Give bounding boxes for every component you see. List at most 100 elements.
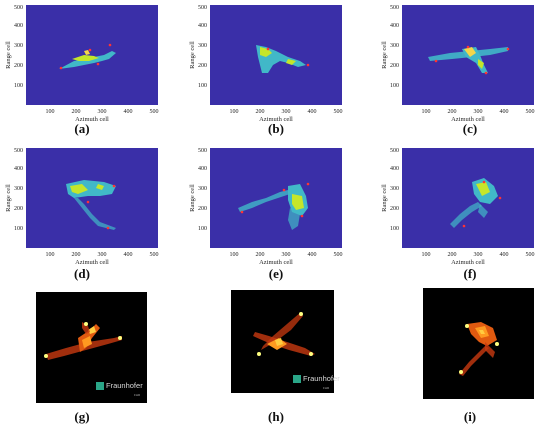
x-tick: 200 [256,109,265,115]
y-tick: 200 [14,206,23,212]
radar-image-f: 500 400 300 200 100 100 200 300 400 500 … [381,148,535,266]
isar-target-g [44,322,122,360]
logo-sub: FHR [134,393,141,397]
y-tick: 100 [390,83,399,89]
x-tick: 400 [124,109,133,115]
panel-d: 500 400 300 200 100 100 200 300 400 500 … [4,146,164,266]
x-tick: 100 [230,109,239,115]
logo-sub: FHR [323,386,330,390]
y-tick: 500 [14,5,23,11]
fraunhofer-logo: Fraunhofer [96,381,143,390]
caption-h: (h) [268,409,284,424]
y-tick: 300 [14,43,23,49]
x-tick: 100 [230,252,239,258]
isar-image-i [423,288,534,399]
x-tick: 300 [474,109,483,115]
fraunhofer-mark-icon [293,374,301,383]
y-tick: 400 [14,23,23,29]
caption-e: (e) [268,266,284,281]
y-tick: 100 [390,226,399,232]
x-tick: 500 [150,109,159,115]
x-tick: 300 [474,252,483,258]
y-tick: 400 [390,23,399,29]
target-signature-c [428,45,510,75]
y-tick: 400 [14,166,23,172]
radar-image-b: 500 400 300 200 100 100 200 300 400 500 … [189,5,343,123]
x-tick: 400 [124,252,133,258]
caption-d: (d) [74,266,90,281]
x-tick: 300 [98,109,107,115]
target-signature-b [256,45,310,73]
x-axis-label: Azimuth cell [451,116,485,123]
y-axis-label: Range cell [381,41,388,69]
x-tick: 500 [334,109,343,115]
x-tick: 500 [526,109,535,115]
x-axis-label: Azimuth cell [75,116,109,123]
y-tick: 200 [198,206,207,212]
y-tick: 500 [390,5,399,11]
y-tick: 100 [14,226,23,232]
fraunhofer-mark-icon [96,381,104,390]
x-tick: 400 [308,252,317,258]
caption-i: (i) [463,409,477,424]
x-tick: 200 [448,109,457,115]
isar-image-h: Fraunhofer FHR [231,290,340,393]
x-tick: 500 [150,252,159,258]
logo-text: Fraunhofer [106,381,143,390]
target-signature-e [238,182,310,230]
y-tick: 500 [390,148,399,154]
x-tick: 300 [282,109,291,115]
caption-b: (b) [268,121,284,136]
x-tick: 300 [282,252,291,258]
y-tick: 100 [198,226,207,232]
y-tick: 200 [390,63,399,69]
fraunhofer-logo: Fraunhofer [293,374,340,383]
y-axis-label: Range cell [189,184,196,212]
x-axis-label: Azimuth cell [75,259,109,266]
panel-a: 500 400 300 200 100 100 200 300 400 500 … [4,3,164,123]
radar-image-a: 500 400 300 200 100 100 200 300 400 500 … [5,5,159,123]
radar-image-e: 500 400 300 200 100 100 200 300 400 500 … [189,148,343,266]
target-signature-d [66,180,116,230]
x-tick: 100 [46,109,55,115]
x-axis-label: Azimuth cell [259,259,293,266]
y-axis-label: Range cell [5,184,12,212]
y-tick: 500 [14,148,23,154]
panel-c: 500 400 300 200 100 100 200 300 400 500 … [380,3,540,123]
panel-f: 500 400 300 200 100 100 200 300 400 500 … [380,146,540,266]
y-tick: 300 [390,43,399,49]
y-axis-label: Range cell [189,41,196,69]
y-tick: 300 [14,186,23,192]
y-tick: 300 [198,186,207,192]
y-tick: 400 [198,166,207,172]
panel-b: 500 400 300 200 100 100 200 300 400 500 … [188,3,348,123]
target-signature-f [450,178,502,228]
x-tick: 400 [500,109,509,115]
caption-a: (a) [74,121,90,136]
y-axis-label: Range cell [5,41,12,69]
x-axis-label: Azimuth cell [451,259,485,266]
y-tick: 100 [198,83,207,89]
y-tick: 500 [198,148,207,154]
y-axis-label: Range cell [381,184,388,212]
panel-e: 500 400 300 200 100 100 200 300 400 500 … [188,146,348,266]
logo-text: Fraunhofer [303,374,340,383]
y-tick: 200 [390,206,399,212]
radar-image-d: 500 400 300 200 100 100 200 300 400 500 … [5,148,159,266]
y-tick: 300 [390,186,399,192]
x-tick: 100 [422,252,431,258]
y-tick: 400 [390,166,399,172]
x-axis-label: Azimuth cell [259,116,293,123]
isar-target-h [253,312,315,356]
caption-f: (f) [463,266,477,281]
y-tick: 100 [14,83,23,89]
x-tick: 100 [46,252,55,258]
y-tick: 300 [198,43,207,49]
caption-g: (g) [74,409,90,424]
y-tick: 200 [198,63,207,69]
x-tick: 400 [308,109,317,115]
x-tick: 200 [72,109,81,115]
isar-target-i [459,322,499,376]
y-tick: 500 [198,5,207,11]
radar-image-c: 500 400 300 200 100 100 200 300 400 500 … [381,5,535,123]
